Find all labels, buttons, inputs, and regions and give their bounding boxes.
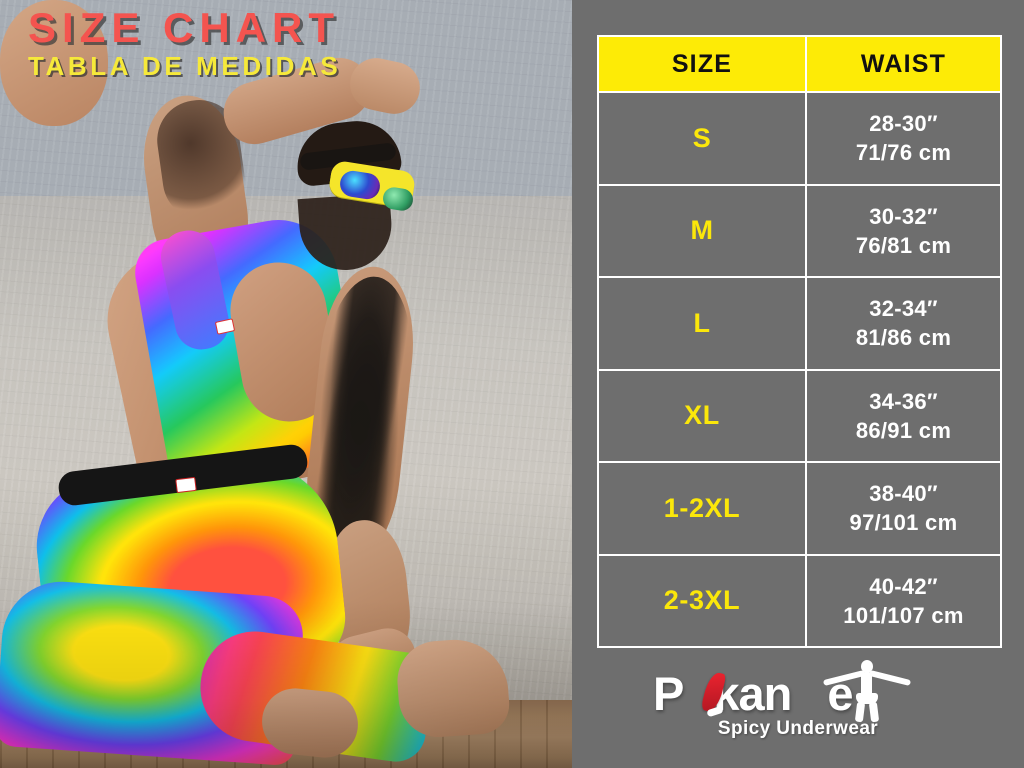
- table-row: XL 34-36″ 86/91 cm: [599, 370, 1000, 463]
- waist-inches: 34-36″: [869, 388, 938, 414]
- waist-cm: 71/76 cm: [855, 140, 952, 166]
- title-block: SIZE CHART TABLA DE MEDIDAS: [28, 4, 342, 82]
- head: [0, 0, 108, 126]
- waist-cm: 101/107 cm: [843, 602, 964, 628]
- cell-waist: 32-34″ 81/86 cm: [807, 278, 1000, 369]
- waist-inches: 40-42″: [869, 573, 938, 599]
- waist-inches: 30-32″: [869, 203, 938, 229]
- cell-waist: 40-42″ 101/107 cm: [807, 556, 1000, 647]
- cell-waist: 38-40″ 97/101 cm: [807, 463, 1000, 554]
- waistband-tag: [175, 476, 197, 494]
- waist-measure: 32-34″ 81/86 cm: [856, 294, 951, 352]
- cell-waist: 28-30″ 71/76 cm: [807, 93, 1000, 184]
- cell-waist: 34-36″ 86/91 cm: [807, 371, 1000, 462]
- logo-text-p: P: [653, 667, 684, 720]
- size-chart-table: SIZE WAIST S 28-30″ 71/76 cm M: [597, 35, 1002, 648]
- size-label: S: [692, 122, 712, 153]
- model-figure: [0, 0, 512, 767]
- size-label: M: [690, 215, 714, 246]
- cell-size: 1-2XL: [599, 463, 807, 554]
- column-header-waist: WAIST: [807, 37, 1000, 91]
- page-subtitle: TABLA DE MEDIDAS: [28, 51, 342, 81]
- figure-arm-right: [868, 670, 912, 686]
- waist-inches: 32-34″: [869, 296, 938, 322]
- size-label: L: [693, 307, 711, 338]
- table-row: M 30-32″ 76/81 cm: [599, 185, 1000, 278]
- waist-inches: 28-30″: [869, 111, 938, 137]
- waist-inches: 38-40″: [869, 481, 938, 507]
- table-row: S 28-30″ 71/76 cm: [599, 93, 1000, 186]
- figure-body: [861, 672, 872, 698]
- product-photo: [0, 0, 572, 768]
- cell-waist: 30-32″ 76/81 cm: [807, 186, 1000, 277]
- size-label: 2-3XL: [663, 585, 741, 616]
- column-header-size: SIZE: [599, 37, 807, 91]
- table-row: 2-3XL 40-42″ 101/107 cm: [599, 555, 1000, 647]
- man-figure-icon: [821, 660, 912, 723]
- waist-measure: 38-40″ 97/101 cm: [850, 479, 958, 537]
- logo-tagline: Spicy Underwear: [717, 718, 879, 739]
- waist-measure: 28-30″ 71/76 cm: [856, 109, 951, 167]
- cell-size: 2-3XL: [599, 555, 807, 646]
- cell-size: S: [599, 93, 807, 184]
- waist-measure: 30-32″ 76/81 cm: [856, 202, 951, 260]
- waist-cm: 81/86 cm: [855, 325, 952, 351]
- photo-vignette: [0, 600, 572, 768]
- waist-measure: 34-36″ 86/91 cm: [856, 387, 951, 445]
- cell-size: XL: [599, 370, 807, 461]
- waist-cm: 97/101 cm: [849, 510, 958, 536]
- figure-head: [861, 660, 873, 673]
- waist-measure: 40-42″ 101/107 cm: [843, 572, 963, 630]
- table-row: L 32-34″ 81/86 cm: [599, 278, 1000, 371]
- chart-panel: SIZE WAIST S 28-30″ 71/76 cm M: [572, 0, 1024, 768]
- figure-briefs: [856, 693, 878, 704]
- cell-size: M: [599, 185, 807, 276]
- size-label: 1-2XL: [663, 492, 741, 523]
- page-title: SIZE CHART: [28, 4, 340, 51]
- figure-arm-left: [822, 670, 866, 686]
- size-label: XL: [684, 400, 720, 431]
- cell-size: L: [599, 278, 807, 369]
- logo-text-kan: kan: [713, 667, 792, 720]
- table-header-row: SIZE WAIST: [599, 37, 1000, 93]
- waist-cm: 86/91 cm: [855, 417, 952, 443]
- waist-cm: 76/81 cm: [855, 232, 952, 258]
- table-row: 1-2XL 38-40″ 97/101 cm: [599, 463, 1000, 556]
